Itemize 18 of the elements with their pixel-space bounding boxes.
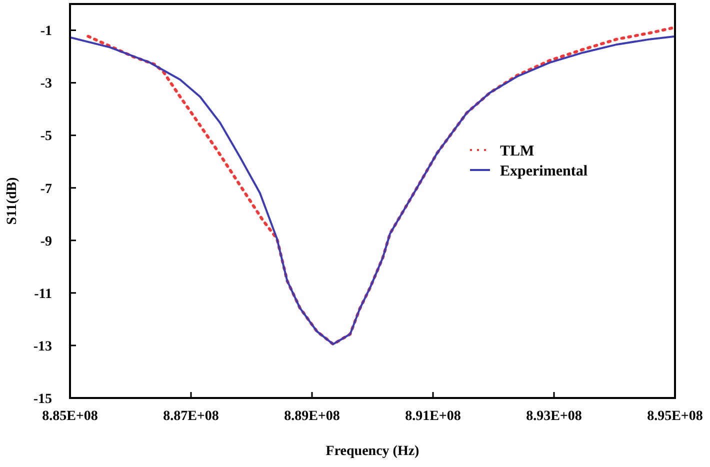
y-tick-label: -9: [40, 234, 52, 250]
y-tick-label: -11: [34, 286, 52, 302]
x-tick-label: 8.89E+08: [284, 409, 340, 424]
x-tick-label: 8.95E+08: [647, 409, 703, 424]
y-tick-label: -15: [33, 392, 52, 407]
x-axis-title: Frequency (Hz): [326, 444, 420, 459]
legend-label: Experimental: [500, 163, 588, 180]
y-tick-label: -1: [40, 24, 52, 40]
legend-label: TLM: [500, 143, 534, 160]
y-tick-label: -13: [33, 339, 52, 354]
y-axis-title: S11(dB): [5, 176, 20, 225]
x-tick-label: 8.93E+08: [526, 409, 582, 424]
y-tick-label: -5: [40, 129, 52, 144]
x-tick-label: 8.91E+08: [405, 409, 461, 424]
x-tick-label: 8.85E+08: [42, 409, 98, 424]
x-tick-label: 8.87E+08: [163, 409, 219, 424]
y-tick-label: -7: [40, 182, 52, 197]
y-tick-label: -3: [40, 76, 52, 92]
